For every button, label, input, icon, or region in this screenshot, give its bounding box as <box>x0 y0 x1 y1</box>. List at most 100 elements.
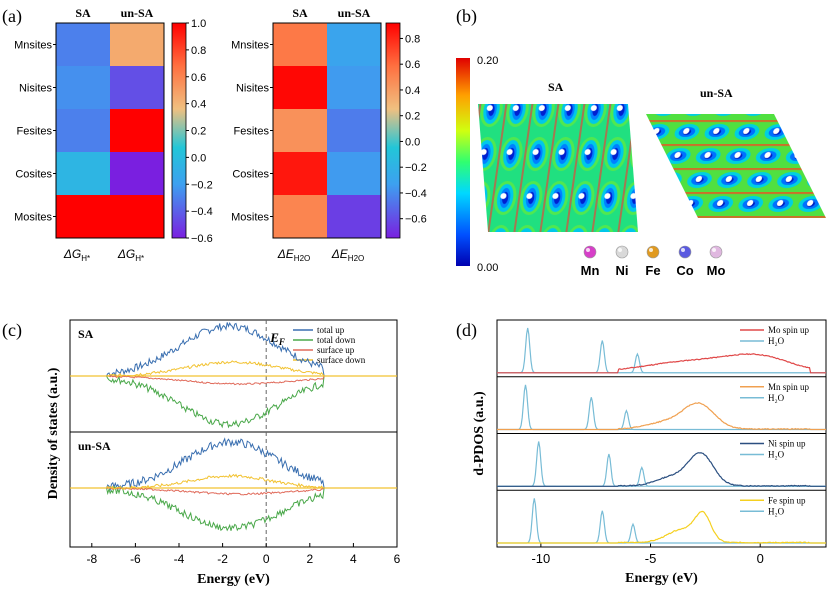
heatmap-cell <box>327 109 381 152</box>
heatmap-cell <box>273 23 327 66</box>
heatmap-row-nisites: Nisites <box>19 83 53 95</box>
legend-swatch-fe <box>646 245 660 259</box>
pdos-xlabel: Energy (eV) <box>625 571 698 586</box>
panel-label-b: (b) <box>456 6 477 27</box>
colorbar-tick-label: −0.2 <box>405 162 427 174</box>
heatmap-row-fesites: Fesites <box>234 126 270 138</box>
dos-curve-total-up <box>70 437 397 492</box>
legend-highlight <box>586 248 590 252</box>
pdos-metal-curve <box>497 352 826 374</box>
pdos-metal-curve <box>497 402 826 431</box>
heatmap-frame <box>272 22 382 239</box>
pdos-legend-label: Mn spin up <box>768 382 810 392</box>
pdos-legend-label: Mo spin up <box>768 325 810 335</box>
legend-label-fe: Fe <box>645 263 660 278</box>
colorbar-tick-label: 1.0 <box>191 18 206 30</box>
heatmap-xlabel: ΔGH* <box>117 247 144 263</box>
element-legend: Mn Ni Fe Co Mo <box>581 245 725 278</box>
x-tick-label: -4 <box>174 552 185 566</box>
heatmap-row-mnsites: Mnsites <box>231 40 269 52</box>
pdos-legend-label: H₂O <box>768 336 785 346</box>
legend-swatch-mo <box>709 245 723 259</box>
legend-label-co: Co <box>676 263 693 278</box>
heatmap-col-un-sa: un-SA <box>338 6 371 20</box>
legend-highlight <box>681 248 685 252</box>
heatmap-col-un-sa: un-SA <box>121 6 154 20</box>
colorbar-b-max: 0.20 <box>477 55 498 67</box>
heatmap-xlabel: ΔEH2O <box>277 247 311 263</box>
colorbar-b <box>456 58 470 266</box>
pdos-legend-label: Fe spin up <box>768 495 806 505</box>
pdos-metal-curve <box>497 510 826 544</box>
pdos-ylabel: d-PDOS (a.u.) <box>472 391 487 476</box>
heatmap-cell <box>327 66 381 109</box>
x-tick-label: 2 <box>306 552 313 566</box>
panel-label-d: (d) <box>456 320 477 341</box>
x-tick-label: -8 <box>86 552 97 566</box>
x-tick-label: -10 <box>531 551 550 566</box>
colorbar-tick-label: 0.4 <box>405 85 420 97</box>
legend-highlight <box>649 248 653 252</box>
heatmap-cell <box>273 66 327 109</box>
pdos-legend-label: H₂O <box>768 506 785 516</box>
map-title-unsa: un-SA <box>700 86 733 100</box>
panel-label-a: (a) <box>2 6 22 27</box>
heatmap-row-cosites: Cosites <box>232 169 269 181</box>
dos-legend-label: surface up <box>317 345 355 355</box>
pdos-legend-label: H₂O <box>768 450 785 460</box>
heatmap-cell <box>273 152 327 195</box>
dos-subplot-sa: SA <box>78 327 94 341</box>
heatmap-cell <box>110 66 164 109</box>
heatmap-cell <box>56 152 110 195</box>
x-tick-label: 0 <box>757 551 764 566</box>
dos-legend-label: total up <box>317 325 345 335</box>
colorbar-tick-label: 0.2 <box>405 111 420 123</box>
heatmap-row-mnsites: Mnsites <box>14 40 52 52</box>
legend-swatch-mn <box>583 245 597 259</box>
dos-legend-label: surface down <box>317 355 366 365</box>
colorbar-tick-label: 0.2 <box>191 126 206 138</box>
dos-legend-label: total down <box>317 335 356 345</box>
heatmap-cell <box>56 195 110 238</box>
heatmap-xlabel: ΔGH* <box>63 247 90 263</box>
legend-swatch-co <box>678 245 692 259</box>
heatmap-cell <box>110 195 164 238</box>
colorbar-tick-label: 0.4 <box>191 99 206 111</box>
heatmap-cell <box>56 23 110 66</box>
panel-label-c: (c) <box>2 320 22 341</box>
pdos-panel: -10 -5 0 Energy (eV) d-PDOS (a.u.) Mo spin up… <box>472 319 827 586</box>
heatmap-row-nisites: Nisites <box>236 83 270 95</box>
fermi-label: EF <box>269 330 285 347</box>
heatmap-cell <box>327 23 381 66</box>
x-tick-label: -2 <box>217 552 228 566</box>
legend-label-mn: Mn <box>581 263 600 278</box>
heatmap-col-sa: SA <box>292 6 308 20</box>
pdos-metal-curve <box>497 452 826 487</box>
heatmap-row-fesites: Fesites <box>17 126 53 138</box>
heatmap-cell <box>273 109 327 152</box>
unsa-density-map <box>646 114 826 218</box>
x-tick-label: 0 <box>263 552 270 566</box>
legend-swatch-ni <box>615 245 629 259</box>
dos-frame <box>69 319 398 548</box>
pdos-legend-label: Ni spin up <box>768 439 806 449</box>
colorbar-tick-label: 0.8 <box>405 33 420 45</box>
heatmap-delta-g: SA un-SA Mnsites Nisites Fesites Cosites Mosit… <box>14 6 213 263</box>
colorbar-tick-label: 0.0 <box>405 136 420 148</box>
colorbar-tick-label: −0.4 <box>191 206 213 218</box>
dos-panel: EF SA un-SA -8 -6 -4 -2 0 2 4 6 Energy (eV) Density … <box>46 319 401 587</box>
colorbar-tick-label: 0.6 <box>405 59 420 71</box>
colorbar-tick-label: −0.4 <box>405 188 427 200</box>
heatmap-cell <box>273 195 327 238</box>
colorbar <box>171 22 187 239</box>
colorbar <box>385 22 401 239</box>
legend-highlight <box>618 248 622 252</box>
heatmap-cell <box>327 152 381 195</box>
colorbar-tick-label: −0.2 <box>191 179 213 191</box>
heatmap-delta-e-h2o: SA un-SA Mnsites Nisites Fesites Cosites Mosit… <box>231 6 427 263</box>
charge-density-panel: 0.20 0.00 SA un-SA Mn Ni Fe Co Mo <box>456 55 826 278</box>
colorbar-tick-label: 0.8 <box>191 45 206 57</box>
legend-label-ni: Ni <box>616 263 629 278</box>
colorbar-tick-label: 0.0 <box>191 152 206 164</box>
